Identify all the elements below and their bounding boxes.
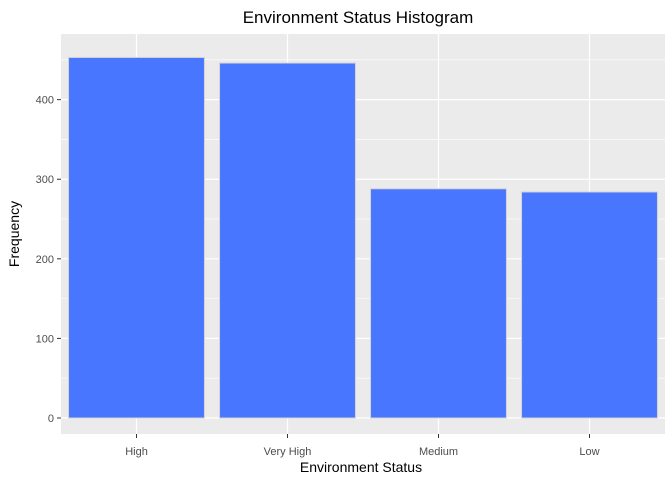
x-tick-label: High: [125, 446, 148, 458]
y-tick-label: 0: [48, 413, 54, 425]
y-tick-label: 400: [36, 95, 54, 107]
y-axis-ticks: 0 100 200 300 400: [36, 95, 61, 425]
x-tick-label: Medium: [419, 446, 458, 458]
x-tick-label: Very High: [264, 446, 312, 458]
bar-low: [521, 191, 658, 419]
bars: [68, 56, 658, 419]
y-tick-label: 100: [36, 333, 54, 345]
chart-title: Environment Status Histogram: [243, 8, 474, 27]
y-axis-title: Frequency: [6, 201, 22, 267]
bar-high: [68, 56, 205, 419]
y-tick-label: 200: [36, 254, 54, 266]
bar-very-high: [219, 62, 356, 419]
y-tick-label: 300: [36, 174, 54, 186]
x-axis-ticks: High Very High Medium Low: [125, 434, 600, 458]
bar-medium: [370, 188, 507, 419]
x-axis-title: Environment Status: [300, 459, 422, 475]
x-tick-label: Low: [579, 446, 599, 458]
